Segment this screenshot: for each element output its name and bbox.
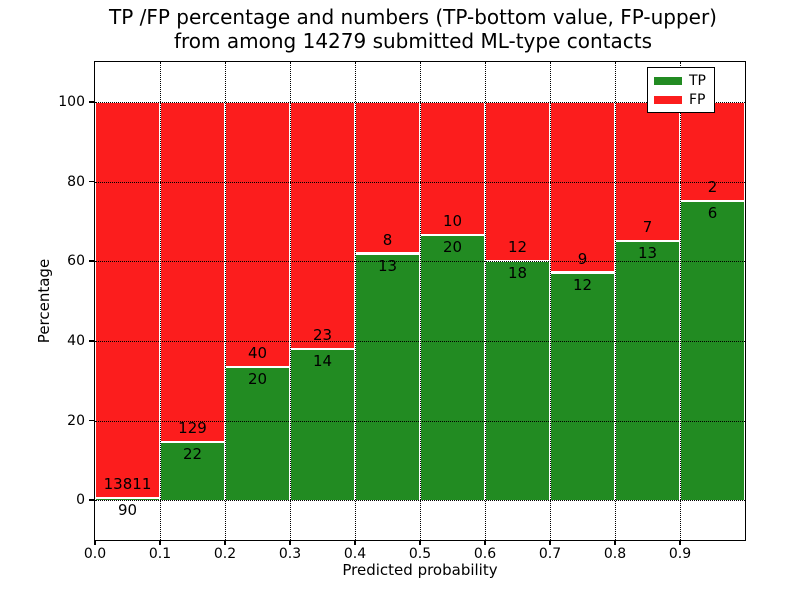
y-tick-100 [89,101,95,103]
bar-segment-fp-0.5 [420,101,485,235]
bar-label-tp-0.4: 13 [377,256,398,275]
x-tick-label-0.2: 0.2 [213,546,237,562]
x-tick-label-0.8: 0.8 [603,546,627,562]
y-tick-label-20: 20 [67,412,85,429]
bar-segment-fp-0.9 [680,101,745,202]
bar-segment-tp-0.6 [485,261,550,501]
x-tick-label-0.3: 0.3 [278,546,302,562]
x-tick-0.5 [419,540,421,545]
y-tick-label-60: 60 [67,253,85,270]
x-tick-label-0.0: 0.0 [83,546,107,562]
bar-segment-fp-0.0 [95,101,160,498]
x-axis-label: Predicted probability [342,561,498,579]
x-tick-0.6 [484,540,486,545]
y-tick-label-100: 100 [58,93,85,110]
bar-label-tp-0.3: 14 [312,352,333,371]
x-tick-0.2 [224,540,226,545]
bar-segment-tp-0.9 [680,201,745,501]
gridline-x-0.3 [290,62,291,540]
bar-segment-tp-0.3 [290,349,355,501]
gridline-x-0.4 [355,62,356,540]
bar-segment-fp-0.2 [225,101,290,368]
y-tick-label-40: 40 [67,332,85,349]
bar-label-fp-0.8: 7 [642,218,653,237]
axes-frame [93,60,746,541]
legend-item-fp: FP [648,93,714,107]
bar-segment-fp-0.8 [615,101,680,242]
bar-label-fp-0.5: 10 [442,211,463,230]
x-tick-label-0.7: 0.7 [538,546,562,562]
bar-segment-fp-0.1 [160,101,225,443]
bar-segment-tp-0.2 [225,367,290,501]
gridline-x-0.2 [225,62,226,540]
x-tick-0.8 [614,540,616,545]
bar-label-tp-0.9: 6 [707,204,718,223]
bar-label-fp-0.6: 12 [507,238,528,257]
x-tick-label-0.4: 0.4 [343,546,367,562]
bar-label-tp-0.0: 90 [117,500,138,519]
bar-label-tp-0.1: 22 [182,445,203,464]
x-tick-label-0.5: 0.5 [408,546,432,562]
x-tick-0.9 [679,540,681,545]
y-tick-80 [89,180,95,183]
legend-label-fp: FP [689,91,706,108]
chart-title: TP /FP percentage and numbers (TP-bottom… [109,5,717,53]
y-tick-0 [89,499,95,501]
bar-segment-fp-0.7 [550,101,615,273]
bar-label-tp-0.7: 12 [572,275,593,294]
bar-segment-tp-0.8 [615,241,680,501]
bar-label-tp-0.5: 20 [442,237,463,256]
x-tick-0.3 [289,540,291,545]
x-tick-label-0.9: 0.9 [668,546,692,562]
bar-label-tp-0.6: 18 [507,264,528,283]
bar-segment-tp-0.0 [95,497,160,501]
y-tick-20 [89,419,95,422]
gridline-x-0.7 [550,62,551,540]
gridline-x-0.8 [615,62,616,540]
bar-label-fp-0.7: 9 [577,249,588,268]
bar-segment-fp-0.6 [485,101,550,262]
chart-title-line2: from among 14279 submitted ML-type conta… [173,29,653,53]
bar-segment-tp-0.7 [550,272,615,501]
y-tick-label-80: 80 [67,173,85,190]
x-tick-0.0 [94,540,96,545]
bar-label-fp-0.1: 129 [178,419,207,438]
bar-segment-tp-0.4 [355,253,420,501]
chart-title-line1: TP /FP percentage and numbers (TP-bottom… [109,5,717,29]
bar-label-tp-0.8: 13 [637,244,658,263]
legend-label-tp: TP [689,72,706,89]
y-tick-40 [89,340,95,342]
y-tick-60 [89,260,95,262]
legend-swatch-tp [654,76,682,85]
gridline-x-0.5 [420,62,421,540]
bar-label-tp-0.2: 20 [247,370,268,389]
bar-label-fp-0.4: 8 [382,230,393,249]
x-tick-0.7 [549,540,551,545]
y-tick-label-0: 0 [76,492,85,509]
x-tick-label-0.6: 0.6 [473,546,497,562]
bar-segment-tp-0.1 [160,442,225,501]
gridline-x-0.9 [680,62,681,540]
bar-segment-tp-0.5 [420,234,485,501]
gridline-x-0.6 [485,62,486,540]
x-tick-0.1 [159,540,161,545]
legend-item-tp: TP [648,74,714,88]
y-axis-label: Percentage [35,258,53,344]
legend-swatch-fp [654,95,682,104]
gridline-x-0.1 [160,62,161,540]
bar-label-fp-0.2: 40 [247,344,268,363]
x-tick-0.4 [354,540,356,545]
bar-label-fp-0.9: 2 [707,178,718,197]
bar-label-fp-0.3: 23 [312,326,333,345]
bar-label-fp-0.0: 13811 [103,474,152,493]
x-tick-label-0.1: 0.1 [148,546,172,562]
legend: TP FP [647,67,715,113]
